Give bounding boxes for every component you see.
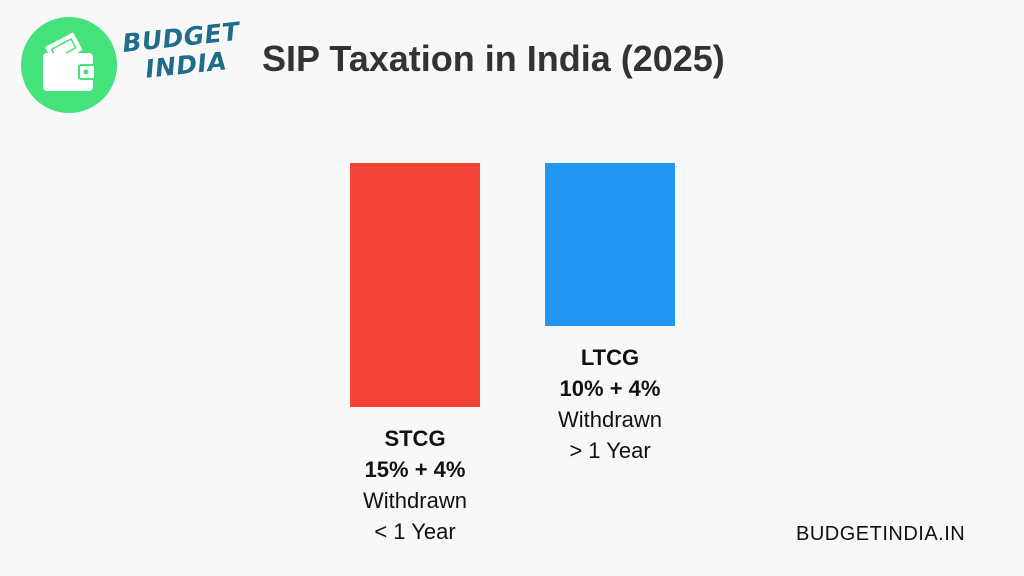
duration-label: < 1 Year bbox=[374, 519, 456, 544]
duration-label: > 1 Year bbox=[569, 438, 651, 463]
logo-wallet-icon bbox=[21, 17, 117, 113]
bar-label-stcg: STCG 15% + 4% Withdrawn < 1 Year bbox=[315, 423, 515, 547]
logo-text: BUDGET INDIA bbox=[121, 17, 246, 86]
site-url: BUDGETINDIA.IN bbox=[796, 523, 966, 545]
category-label: LTCG bbox=[580, 345, 640, 370]
bar-ltcg bbox=[545, 163, 675, 326]
rate-label: 15% + 4% bbox=[364, 457, 466, 482]
condition-label: Withdrawn bbox=[363, 488, 467, 513]
category-label: STCG bbox=[384, 426, 446, 451]
page-title: SIP Taxation in India (2025) bbox=[262, 38, 725, 79]
bar-stcg bbox=[350, 163, 480, 407]
rate-label: 10% + 4% bbox=[559, 376, 661, 401]
condition-label: Withdrawn bbox=[558, 407, 662, 432]
bar-label-ltcg: LTCG 10% + 4% Withdrawn > 1 Year bbox=[510, 342, 710, 466]
